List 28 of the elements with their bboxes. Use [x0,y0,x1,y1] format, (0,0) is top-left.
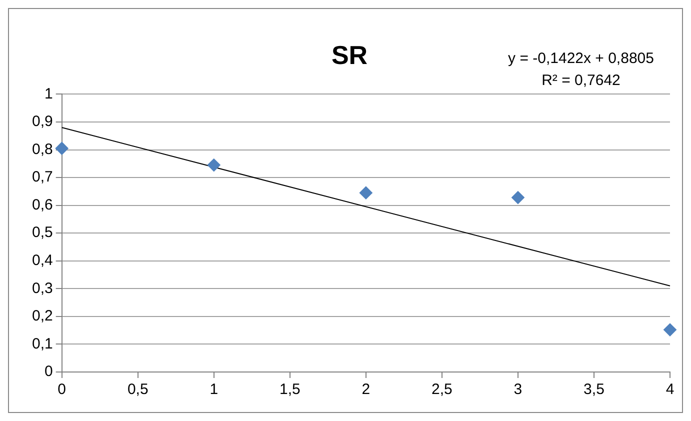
y-tick-label: 0,6 [32,196,53,214]
x-tick-label: 0,5 [127,381,148,398]
y-tick-label: 0,7 [32,168,53,186]
point [207,158,220,172]
x-tick-label: 2,5 [432,381,452,398]
x-tick-label: 4 [666,381,674,398]
y-tick-label: 0,9 [32,113,53,130]
y-tick-label: 1 [44,85,53,102]
point [511,191,524,204]
x-tick-label: 1,5 [279,381,300,398]
text: y = -0,1422x + 0,8805 [508,50,654,67]
y-tick-label: 0,3 [32,280,53,297]
y-tick-label: 0,2 [32,308,53,325]
chart-title: SR [331,40,368,70]
x-tick-label: 3 [514,381,522,398]
x-tick-label: 2 [362,381,370,398]
y-tick-label: 0,4 [32,252,53,270]
y-tick-label: 0,8 [32,140,53,158]
x-tick-label: 0 [58,381,66,398]
x-tick-label: 1 [210,381,218,398]
point [664,323,676,336]
y-tick-label: 0,5 [32,224,53,242]
point [55,142,68,155]
y-tick-label: 0 [44,363,53,380]
x-tick-label: 3,5 [584,381,604,398]
point [359,186,372,200]
text: R² = 0,7642 [542,72,620,89]
y-tick-label: 0,1 [32,335,53,352]
